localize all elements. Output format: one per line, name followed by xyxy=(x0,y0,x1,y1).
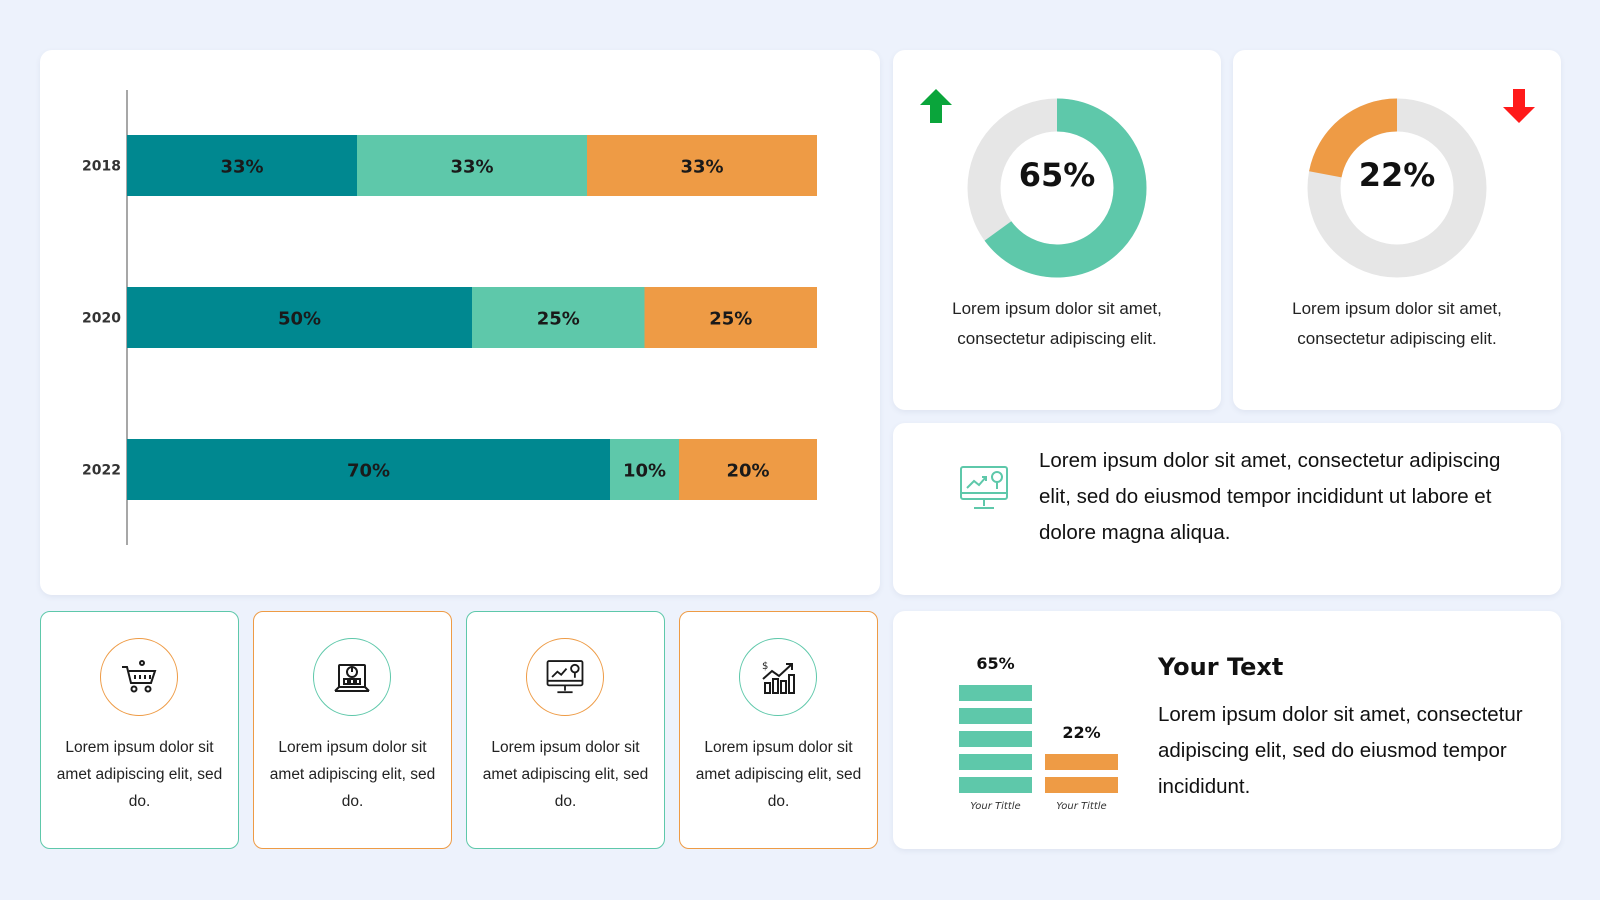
y-tick-label: 2022 xyxy=(82,463,121,479)
bar-data-label: 50% xyxy=(278,309,321,330)
mini-bar-block xyxy=(959,731,1032,747)
bar-data-label: 33% xyxy=(680,157,723,178)
bar-data-label: 20% xyxy=(726,461,769,482)
feature-icon-circle: $ xyxy=(739,638,817,716)
bar-segment xyxy=(472,287,645,348)
feature-text: Lorem ipsum dolor sit amet adipiscing el… xyxy=(56,739,223,810)
shopping-cart-icon xyxy=(122,660,157,693)
feature-card: Lorem ipsum dolor sit amet adipiscing el… xyxy=(40,611,239,849)
feature-icon-circle xyxy=(100,638,178,716)
donut-chart-down: 22% xyxy=(1307,98,1487,278)
bar-data-label: 33% xyxy=(220,157,263,178)
feature-text: Lorem ipsum dolor sit amet adipiscing el… xyxy=(269,739,436,810)
text-card-title: Your Text xyxy=(1158,653,1284,681)
info-card: Lorem ipsum dolor sit amet, consectetur … xyxy=(893,423,1561,595)
donut-card-down: 22% Lorem ipsum dolor sit amet, consecte… xyxy=(1233,50,1561,410)
mini-bar-category-label: Your Tittle xyxy=(970,801,1020,812)
feature-text: Lorem ipsum dolor sit amet adipiscing el… xyxy=(482,739,649,810)
bar-segment xyxy=(127,439,610,500)
mini-bar-block xyxy=(959,777,1032,793)
feature-card: Lorem ipsum dolor sit amet adipiscing el… xyxy=(466,611,665,849)
donut-segment xyxy=(1309,98,1398,179)
mini-bar-value-label: 65% xyxy=(976,654,1014,673)
feature-icon-circle xyxy=(313,638,391,716)
bar-segment xyxy=(587,135,817,196)
y-tick-label: 2018 xyxy=(82,159,121,175)
bar-data-label: 33% xyxy=(450,157,493,178)
stacked-bar-chart-card: 2018 33% 33% 33% 2020 50% 25% 25% 2022 70% 10% 20% xyxy=(40,50,880,595)
svg-text:$: $ xyxy=(762,661,768,672)
info-text: Lorem ipsum dolor sit amet, consectetur … xyxy=(1039,449,1501,544)
growth-chart-icon: $ xyxy=(762,661,795,694)
bar-data-label: 10% xyxy=(623,461,666,482)
feature-card: $ Lorem ipsum dolor sit amet adipiscing … xyxy=(679,611,878,849)
donut-center-label: 65% xyxy=(1019,156,1096,194)
bar-segment xyxy=(644,287,817,348)
y-tick-label: 2020 xyxy=(82,311,121,327)
feature-text: Lorem ipsum dolor sit amet adipiscing el… xyxy=(695,739,862,810)
mini-bar-block xyxy=(1045,777,1118,793)
bar-data-label: 70% xyxy=(347,461,390,482)
stacked-bar-chart: 2018 33% 33% 33% 2020 50% 25% 25% 2022 70% 10% 20% xyxy=(82,90,817,545)
text-card-body: Lorem ipsum dolor sit amet, consectetur … xyxy=(1158,703,1523,798)
mini-bar-value-label: 22% xyxy=(1062,723,1100,742)
feature-icon-circle xyxy=(526,638,604,716)
mini-bar-block xyxy=(959,685,1032,701)
donut-card-up: 65% Lorem ipsum dolor sit amet, consecte… xyxy=(893,50,1221,410)
donut-segment xyxy=(984,98,1147,278)
bar-segment xyxy=(610,439,679,500)
donut-description: Lorem ipsum dolor sit amet, consectetur … xyxy=(952,299,1162,348)
bar-segment xyxy=(127,287,472,348)
arrow-up-icon xyxy=(920,89,952,123)
monitor-chart-icon xyxy=(960,466,1008,509)
laptop-chart-icon xyxy=(334,664,370,692)
mini-bar-chart: 65% Your Tittle 22% Your Tittle xyxy=(959,654,1118,812)
donut-center-label: 22% xyxy=(1359,156,1436,194)
mini-bar-block xyxy=(1045,754,1118,770)
donut-description: Lorem ipsum dolor sit amet, consectetur … xyxy=(1292,299,1502,348)
bar-segment xyxy=(127,135,357,196)
bar-data-label: 25% xyxy=(709,309,752,330)
mini-bar-block xyxy=(959,708,1032,724)
bar-segment xyxy=(357,135,587,196)
mini-bar-category-label: Your Tittle xyxy=(1056,801,1106,812)
mini-bar-block xyxy=(959,754,1032,770)
donut-chart-up: 65% xyxy=(967,98,1147,278)
text-card: 65% Your Tittle 22% Your Tittle Your Text L… xyxy=(893,611,1561,849)
feature-card: Lorem ipsum dolor sit amet adipiscing el… xyxy=(253,611,452,849)
bar-segment xyxy=(679,439,817,500)
arrow-down-icon xyxy=(1503,89,1535,123)
bar-data-label: 25% xyxy=(537,309,580,330)
monitor-chart-icon xyxy=(546,660,584,694)
